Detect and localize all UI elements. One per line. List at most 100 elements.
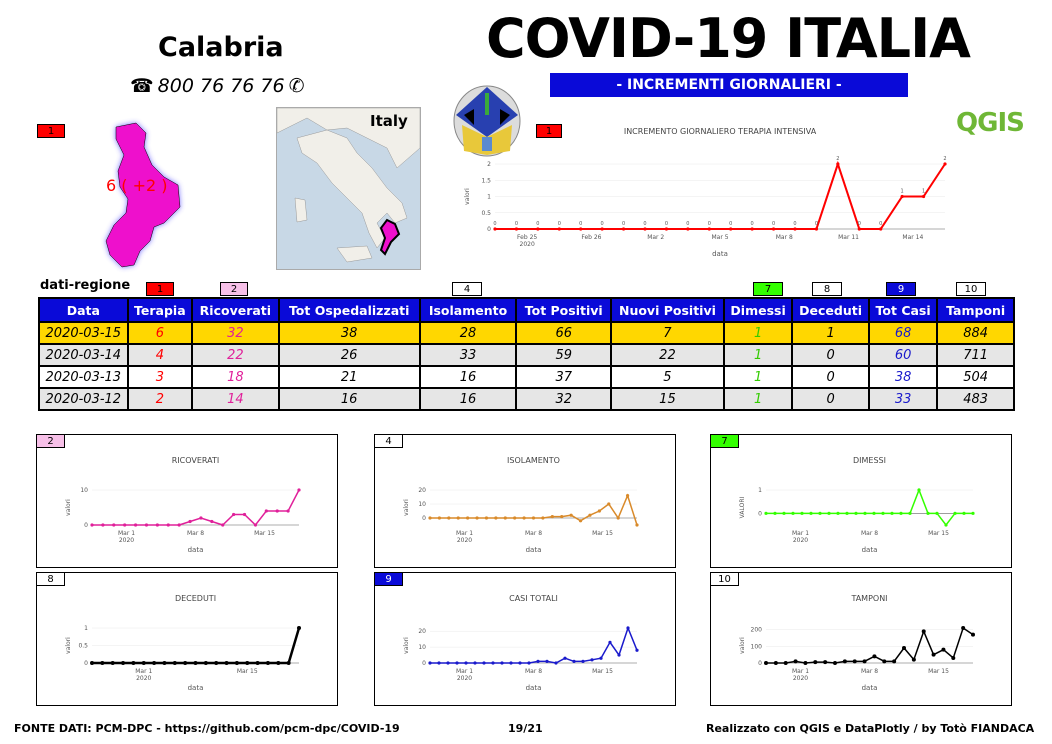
data-point <box>597 509 601 513</box>
data-point <box>276 661 281 665</box>
x-axis-label: data <box>526 546 542 554</box>
data-point <box>557 227 561 231</box>
x-tick-label: 2020 <box>136 675 151 682</box>
data-point <box>545 659 549 664</box>
data-point <box>275 509 279 513</box>
data-point <box>809 511 813 515</box>
y-axis-label: valori <box>403 637 410 654</box>
data-point <box>600 227 604 231</box>
data-point <box>144 523 149 527</box>
data-point <box>500 661 504 665</box>
x-axis-label: data <box>188 546 204 554</box>
table-badge-tot-casi: 9 <box>886 282 916 296</box>
phone-number: ☎ 800 76 76 76 ✆ <box>130 75 305 97</box>
data-point <box>836 511 840 515</box>
data-point <box>814 227 819 231</box>
data-point <box>852 659 857 664</box>
y-axis-label: valori <box>739 637 746 654</box>
column-header: Tot Ospedalizzati <box>277 297 421 323</box>
data-point <box>177 523 181 527</box>
data-point <box>503 516 507 520</box>
data-point <box>931 652 936 657</box>
data-point <box>265 661 270 665</box>
data-point <box>264 509 268 513</box>
data-point <box>133 523 138 527</box>
column-header: Tot Casi <box>867 297 939 323</box>
x-tick-label: Mar 11 <box>838 234 859 241</box>
section-label: dati-regione <box>40 278 131 293</box>
calabria-map <box>105 122 181 268</box>
telephone-icon: ☎ <box>130 75 154 97</box>
y-tick-label: 1 <box>487 194 491 201</box>
table-cell: 68 <box>867 321 939 345</box>
data-label: 0 <box>815 221 818 227</box>
data-point <box>286 661 291 665</box>
y-tick-label: 2 <box>487 161 491 168</box>
table-cell: 0 <box>791 343 870 367</box>
table-row: 2020-03-15 6 32 38 28 66 7 1 1 68 884 <box>38 321 1015 345</box>
data-point <box>518 661 522 665</box>
table-cell: 32 <box>515 387 613 411</box>
x-axis-label: data <box>526 684 542 692</box>
footer-credits: Realizzato con QGIS e DataPlotly / by To… <box>706 722 1035 735</box>
table-cell: 37 <box>515 365 613 389</box>
subtitle-banner: - INCREMENTI GIORNALIERI - <box>550 73 908 97</box>
data-point <box>531 516 536 520</box>
table-badge-terapia: 1 <box>146 282 174 296</box>
y-tick-label: 10 <box>80 487 88 494</box>
table-row: 2020-03-12 2 14 16 16 32 15 1 0 33 483 <box>38 387 1015 411</box>
x-tick-label: Feb 26 <box>581 234 601 241</box>
data-label: 0 <box>601 221 604 227</box>
data-label: 2 <box>943 156 946 162</box>
data-point <box>541 516 545 520</box>
chart-badge: 10 <box>710 572 739 586</box>
table-cell: 1 <box>722 365 794 389</box>
x-tick-label: Mar 15 <box>592 530 613 537</box>
region-value-label: 6 ( +2 ) <box>106 176 168 195</box>
column-header: Ricoverati <box>191 297 280 323</box>
table-cell: 66 <box>515 321 613 345</box>
data-point <box>554 661 558 665</box>
data-point <box>908 511 912 515</box>
data-point <box>892 659 897 664</box>
data-point <box>245 661 250 665</box>
data-point <box>166 523 170 527</box>
data-point <box>253 523 258 527</box>
data-point <box>836 162 840 166</box>
chart-deceduti: DECEDUTI 0 0.5 1 Mar 1 2020 Mar 15 data valori 8 <box>36 572 338 706</box>
data-point <box>221 523 225 527</box>
x-tick-label: 2020 <box>520 241 535 248</box>
table-cell: 2020-03-14 <box>38 343 129 367</box>
x-axis-label: data <box>188 684 204 692</box>
x-tick-label: Feb 25 <box>517 234 537 241</box>
data-point <box>172 661 177 665</box>
data-label: 0 <box>558 221 561 227</box>
data-label: 0 <box>729 221 732 227</box>
table-cell: 1 <box>722 343 794 367</box>
y-tick-label: 10 <box>418 501 426 508</box>
table-cell: 15 <box>610 387 725 411</box>
data-point <box>446 661 450 665</box>
table-cell: 0 <box>791 387 870 411</box>
x-tick-label: Mar 15 <box>237 668 258 675</box>
data-point <box>783 661 788 665</box>
data-point <box>232 512 236 517</box>
region-title: Calabria <box>158 32 284 63</box>
data-point <box>626 626 630 630</box>
x-tick-label: Mar 8 <box>525 668 542 675</box>
data-point <box>862 659 867 664</box>
x-tick-label: 2020 <box>793 537 808 544</box>
table-cell: 1 <box>791 321 870 345</box>
data-point <box>616 516 620 520</box>
data-label: 0 <box>793 221 796 227</box>
data-point <box>234 661 239 665</box>
data-point <box>110 661 115 665</box>
y-tick-label: 20 <box>418 487 426 494</box>
data-point <box>607 502 611 506</box>
data-point <box>493 227 497 231</box>
table-badge-isolamento: 4 <box>452 282 482 296</box>
y-axis-label: valori <box>65 499 72 516</box>
y-tick-label: 0 <box>84 522 88 529</box>
y-tick-label: 0.5 <box>481 210 491 217</box>
data-point <box>707 227 711 231</box>
